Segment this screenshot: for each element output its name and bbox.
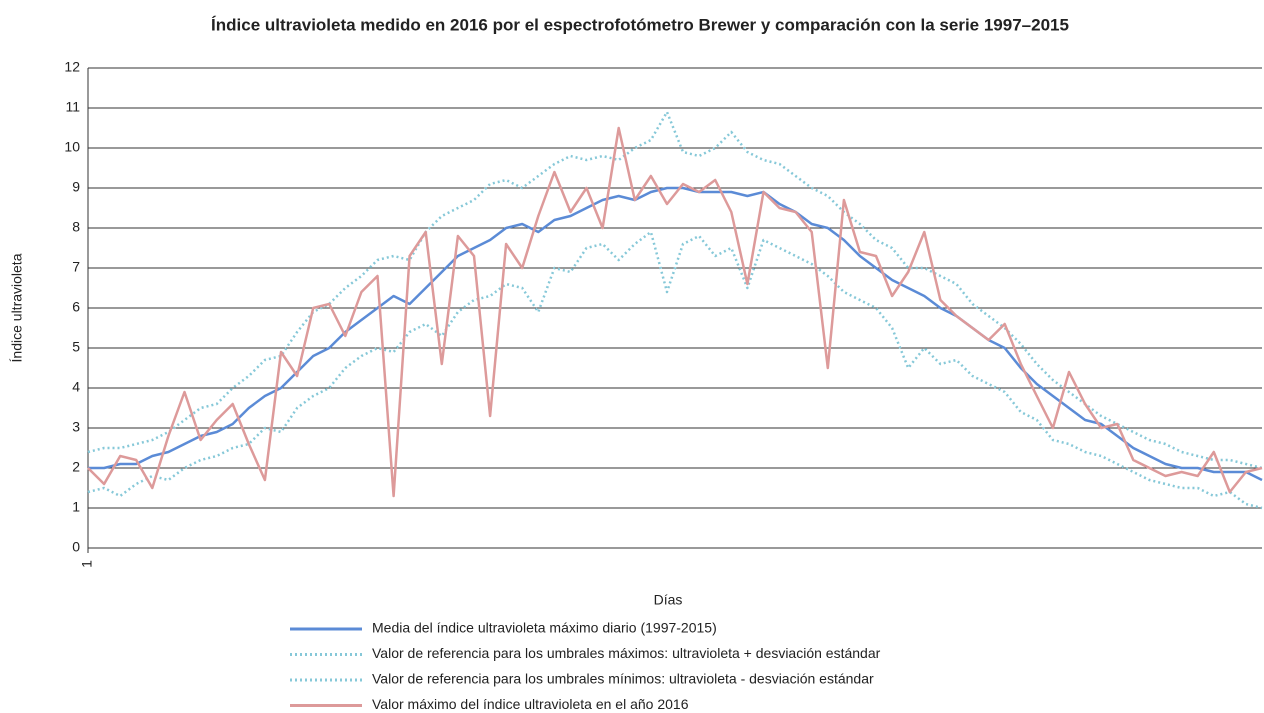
y-tick-label: 5 — [72, 339, 80, 355]
y-tick-label: 7 — [72, 259, 80, 275]
legend-label: Valor de referencia para los umbrales má… — [372, 645, 881, 661]
y-tick-label: 9 — [72, 179, 80, 195]
legend-label: Media del índice ultravioleta máximo dia… — [372, 620, 717, 636]
y-tick-label: 10 — [64, 139, 80, 155]
x-tick-label: 1 — [79, 560, 95, 568]
y-tick-label: 0 — [72, 539, 80, 555]
series-line — [87, 126, 1263, 498]
y-tick-label: 1 — [72, 499, 80, 515]
series-line — [87, 230, 1263, 510]
chart-title: Índice ultravioleta medido en 2016 por e… — [211, 15, 1069, 34]
legend-label: Valor máximo del índice ultravioleta en … — [372, 696, 689, 712]
series-line — [87, 110, 1263, 470]
legend-label: Valor de referencia para los umbrales mí… — [372, 671, 874, 687]
y-tick-label: 8 — [72, 219, 80, 235]
y-tick-label: 6 — [72, 299, 80, 315]
y-axis-label: Índice ultravioleta — [9, 253, 25, 362]
x-axis-label: Días — [654, 592, 683, 608]
y-tick-label: 3 — [72, 419, 80, 435]
y-tick-label: 4 — [72, 379, 80, 395]
series-line — [88, 186, 1263, 482]
y-tick-label: 12 — [64, 59, 80, 75]
y-tick-label: 2 — [72, 459, 80, 475]
y-tick-label: 11 — [65, 99, 80, 115]
